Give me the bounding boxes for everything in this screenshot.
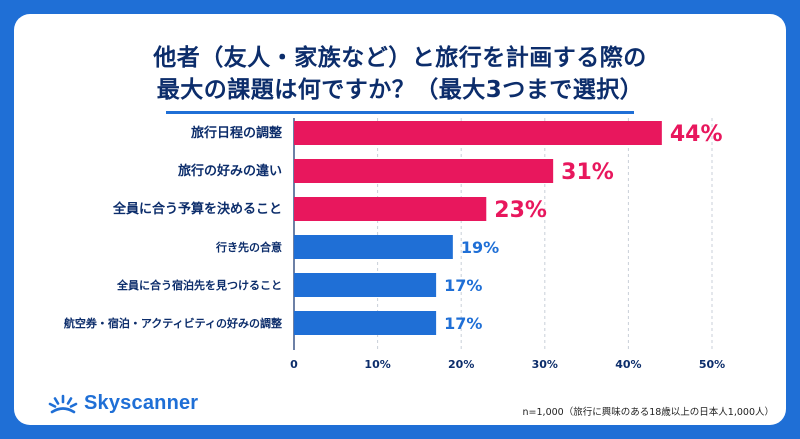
skyscanner-logo: Skyscanner	[48, 392, 198, 415]
category-label: 旅行日程の調整	[191, 125, 283, 141]
sunrise-logo-icon	[48, 394, 78, 413]
bar	[294, 159, 554, 183]
value-label: 19%	[461, 238, 499, 257]
bar	[294, 235, 453, 259]
value-label: 31%	[561, 160, 614, 185]
category-label: 旅行の好みの違い	[178, 163, 282, 179]
x-tick-label: 20%	[448, 358, 474, 371]
value-label: 23%	[494, 198, 547, 223]
brand-name: Skyscanner	[84, 392, 199, 414]
x-tick-label: 0	[290, 358, 298, 371]
category-label: 行き先の合意	[215, 240, 282, 254]
x-tick-label: 40%	[615, 358, 641, 371]
x-tick-label: 50%	[699, 358, 725, 371]
category-label: 全員に合う宿泊先を見つけること	[116, 278, 282, 292]
title-underline	[166, 111, 634, 114]
x-tick-label: 10%	[364, 358, 390, 371]
chart-title-line1: 他者（友人・家族など）と旅行を計画する際の	[153, 45, 647, 71]
category-label: 全員に合う予算を決めること	[112, 201, 282, 217]
category-label: 航空券・宿泊・アクティビティの好みの調整	[64, 316, 282, 330]
bar-chart: 0 10% 20% 30% 40% 50% 旅行日程の調整 44% 旅行の好みの違い 31% 全員に…	[64, 118, 725, 371]
bar	[294, 273, 437, 297]
chart-title-line2: 最大の課題は何ですか？（最大3つまで選択）	[156, 77, 644, 103]
bar	[294, 121, 662, 145]
bar	[294, 197, 487, 221]
value-label: 17%	[444, 276, 482, 295]
chart-card: 他者（友人・家族など）と旅行を計画する際の 最大の課題は何ですか？（最大3つまで…	[14, 14, 786, 425]
bar	[294, 311, 437, 335]
value-label: 17%	[444, 314, 482, 333]
x-tick-label: 30%	[532, 358, 558, 371]
value-label: 44%	[670, 122, 723, 147]
sample-footnote: n=1,000（旅行に興味のある18歳以上の日本人1,000人）	[522, 407, 774, 418]
